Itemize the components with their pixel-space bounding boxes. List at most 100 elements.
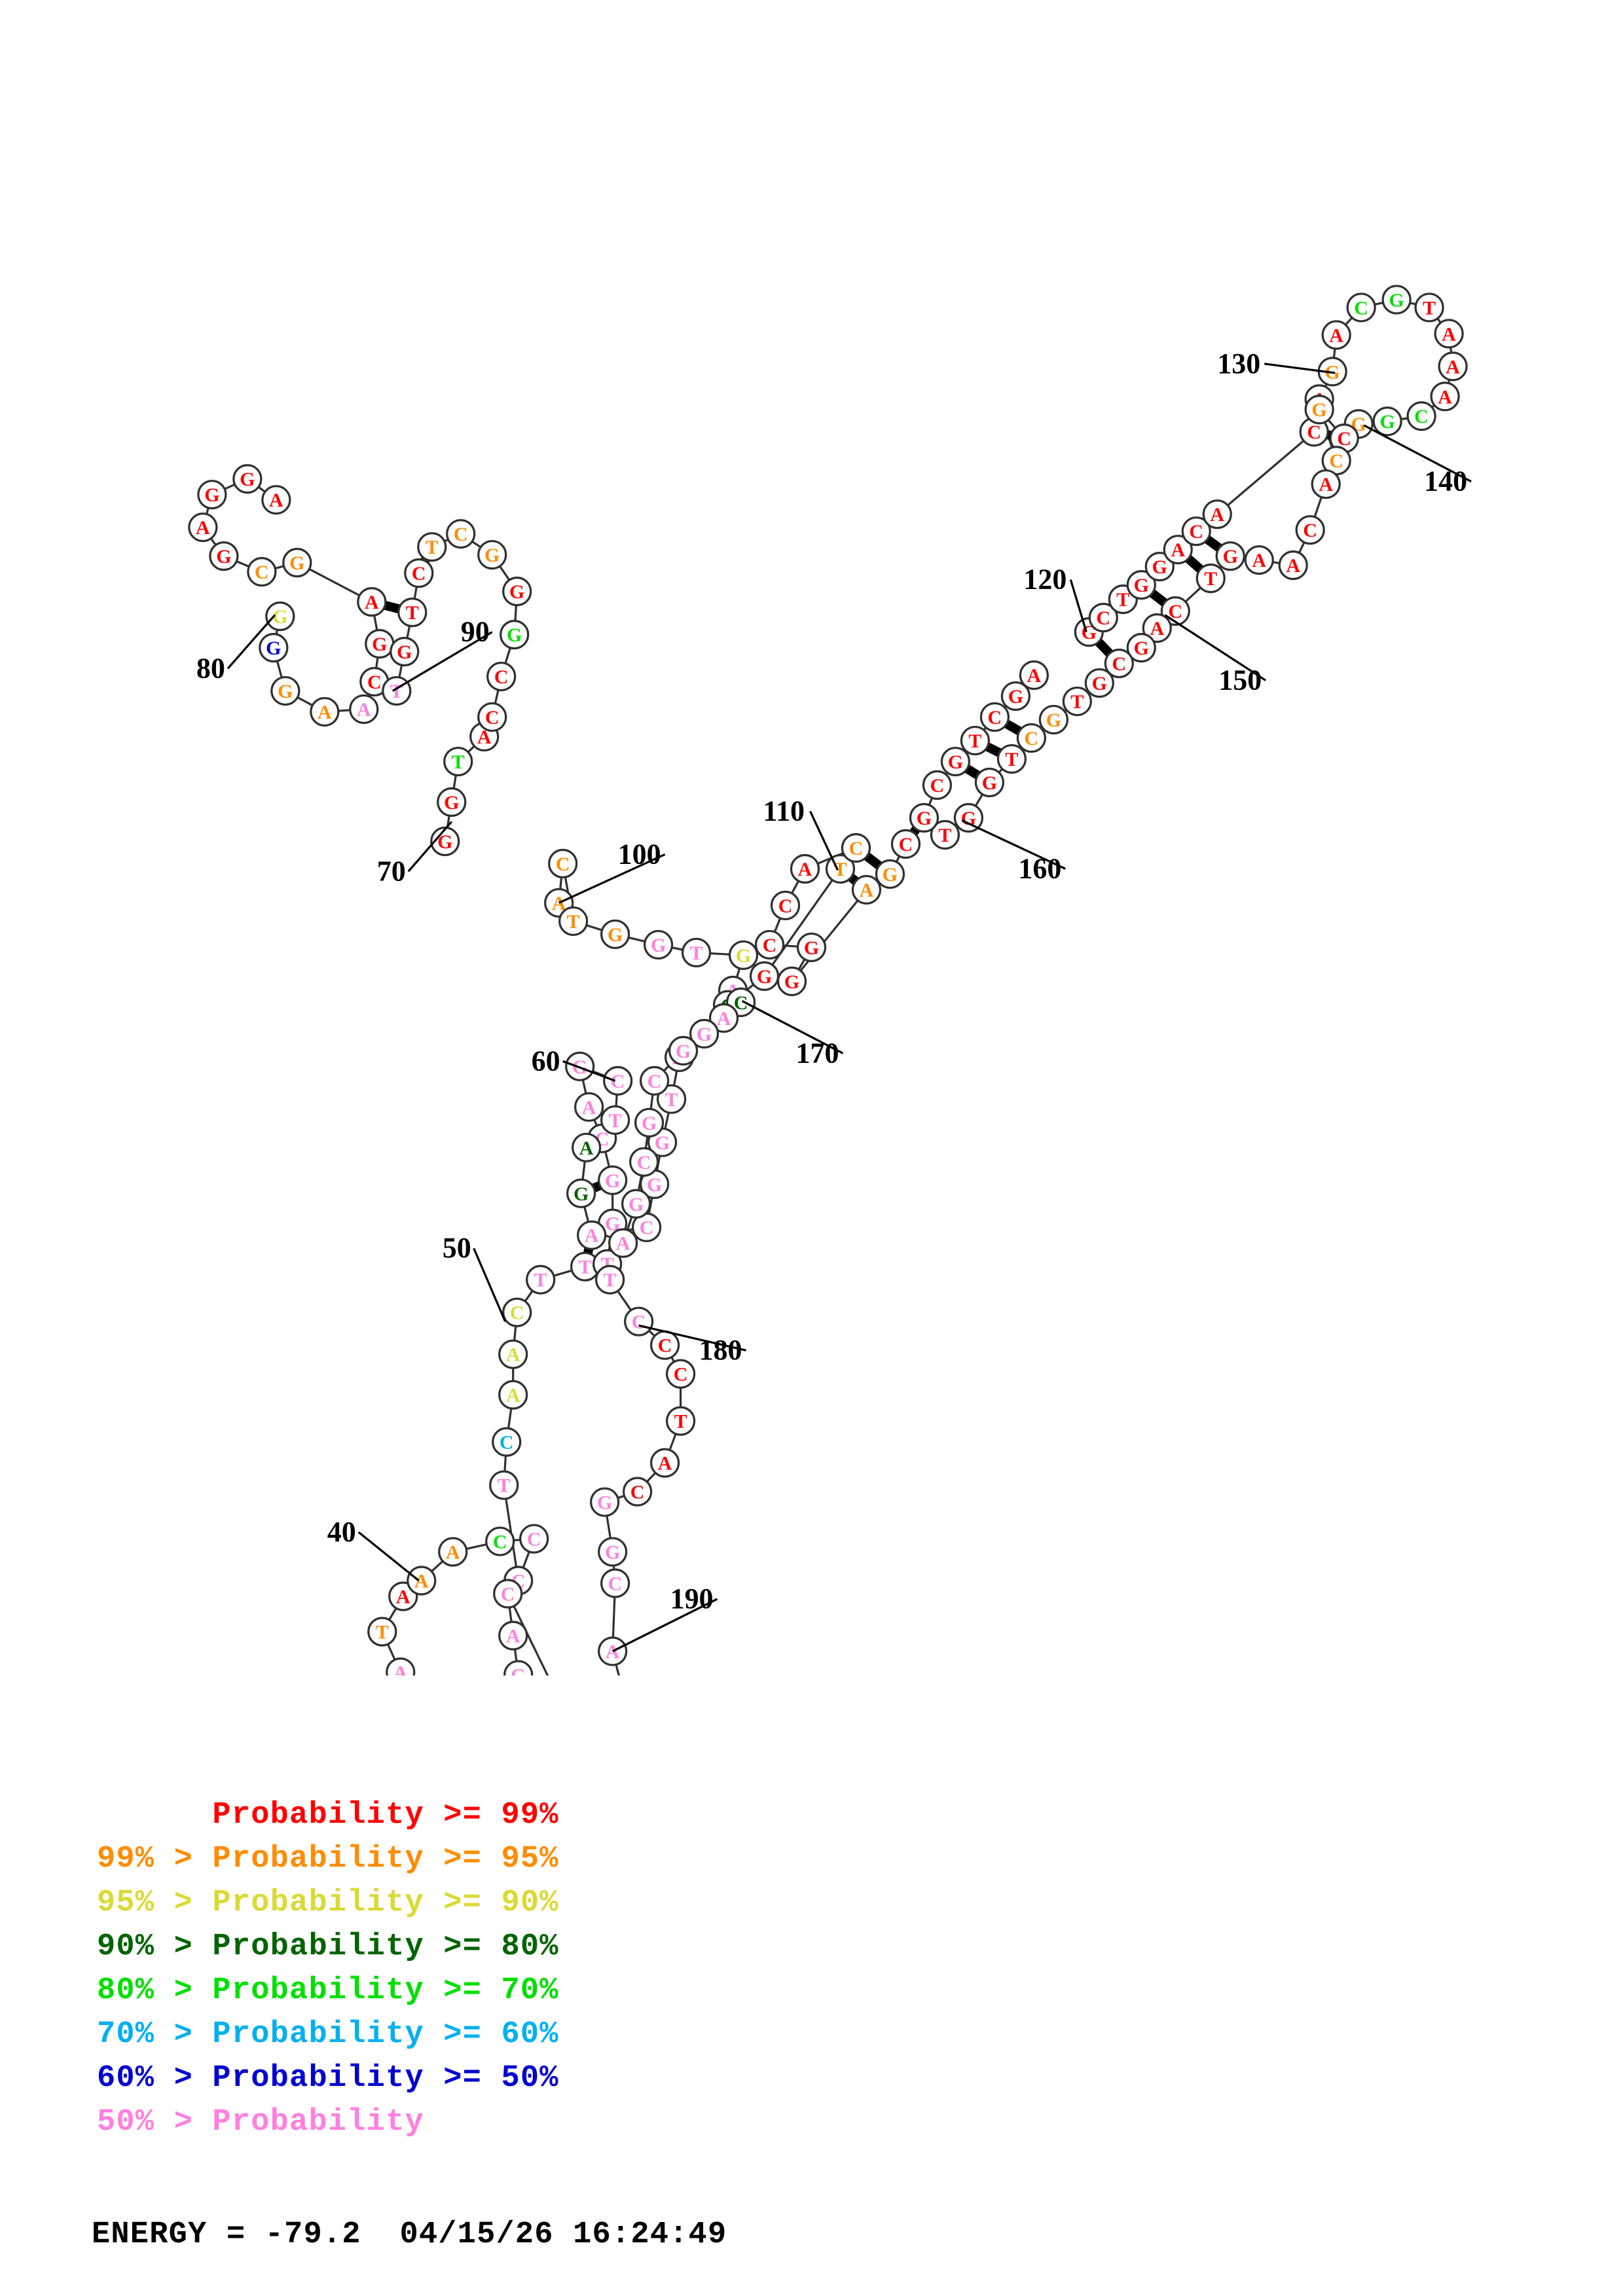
nucleotide-circle [446, 519, 476, 549]
nucleotide-circle [1195, 564, 1226, 594]
nucleotide-circle [1016, 723, 1046, 753]
nucleotide: T [1062, 686, 1092, 717]
nucleotide: C [1295, 515, 1325, 545]
nucleotide-circle [996, 744, 1027, 774]
nucleotide-circle [1244, 545, 1274, 575]
nucleotide: G [477, 540, 507, 570]
index-leader-line [407, 821, 452, 872]
nucleotide-circle [310, 696, 340, 727]
nucleotide-circle [397, 598, 428, 628]
nucleotide: G [502, 577, 532, 607]
nucleotide: C [665, 1359, 696, 1389]
nucleotide-circle [649, 1330, 680, 1360]
nucleotide-circle [649, 1448, 680, 1478]
nucleotide: G [437, 787, 467, 817]
nucleotide-circle [259, 633, 289, 663]
nucleotide: A [649, 1448, 680, 1478]
legend-row-p70: 80% > Probability >= 70% [97, 1973, 559, 2008]
nucleotide-circle [689, 1018, 720, 1049]
nucleotide: G [565, 1051, 595, 1081]
nucleotide: G [776, 966, 807, 996]
nucleotide-circle [600, 1568, 630, 1598]
nucleotide: G [940, 746, 971, 777]
index-leader-line [638, 1324, 746, 1352]
nucleotide: A [1311, 469, 1341, 499]
nucleotide-circle [407, 1566, 437, 1596]
nucleotide: G [598, 1537, 628, 1567]
nucleotide: A [608, 1228, 638, 1258]
nucleotide: T [489, 1470, 519, 1500]
nucleotide-circle [565, 1051, 595, 1081]
index-label: 80 [196, 653, 225, 685]
nucleotide-circle [282, 548, 312, 578]
nucleotide: C [979, 702, 1010, 732]
nucleotide-circle [681, 937, 712, 968]
nucleotide-circle [595, 1265, 625, 1295]
backbone-link [507, 1593, 549, 1676]
nucleotide-circle [498, 1380, 528, 1410]
nucleotide: T [443, 746, 473, 777]
index-leader-line [473, 1247, 507, 1322]
rna-structure-panel: TTGCTTGTTCTTGAGACGAACTCTTATGACGTAGTCAGAT… [188, 285, 1472, 1676]
nucleotide: T [397, 598, 428, 628]
nucleotide: C [247, 557, 277, 587]
nucleotide-circle [382, 675, 412, 706]
nucleotide: C [649, 1330, 680, 1360]
nucleotide-circle [548, 848, 578, 879]
index-leader-line [392, 631, 493, 692]
nucleotide: A [577, 1220, 607, 1250]
nucleotide-circle [404, 558, 434, 588]
nucleotide-circle [1019, 660, 1049, 691]
nucleotide-circle [598, 1537, 628, 1567]
nucleotide: G [500, 620, 530, 650]
nucleotide: C [603, 1066, 633, 1096]
nucleotide: G [668, 1035, 699, 1066]
nucleotide: A [498, 1621, 528, 1651]
index-label: 40 [327, 1516, 356, 1548]
nucleotide: A [851, 874, 882, 905]
nucleotide-circle [629, 1147, 659, 1177]
index-leader-line [357, 1531, 420, 1582]
index-label: 120 [1023, 564, 1067, 596]
index-label: 170 [796, 1037, 839, 1069]
nucleotide-circle [498, 1621, 528, 1651]
nucleotide: G [209, 541, 239, 571]
nucleotide: G [728, 940, 759, 971]
nucleotide-circle [1126, 570, 1156, 600]
nucleotide-circle [477, 702, 507, 732]
nucleotide: G [1038, 704, 1068, 735]
nucleotide-circle [603, 1066, 633, 1096]
nucleotide-circle [1142, 613, 1172, 643]
nucleotide: G [1215, 541, 1245, 571]
nucleotide-circle [624, 1306, 654, 1336]
nucleotide-circle [574, 1092, 604, 1122]
nucleotide: A [572, 1132, 602, 1162]
nucleotide-circle [1144, 552, 1175, 582]
nucleotide-circle [796, 932, 827, 963]
legend-row-p50: 60% > Probability >= 50% [97, 2061, 559, 2096]
nucleotide: G [974, 767, 1004, 798]
nucleotide-circle [1181, 516, 1211, 547]
nucleotide: G [634, 1107, 665, 1138]
nucleotide-circle [1438, 351, 1468, 382]
nucleotide: G [1381, 285, 1412, 315]
nucleotide: C [486, 661, 517, 692]
nucleotide: C [629, 1147, 659, 1177]
nucleotide: C [623, 1477, 653, 1507]
backbone-link [763, 868, 841, 977]
nucleotide-circle [498, 1339, 528, 1369]
nucleotide-circle [572, 1132, 602, 1162]
nucleotide: G [197, 480, 227, 510]
nucleotide-circle [1104, 649, 1134, 679]
nucleotide-circle [851, 874, 882, 905]
nucleotide-circle [1202, 499, 1232, 529]
nucleotide: C [502, 1297, 532, 1327]
index-leader-line [558, 853, 666, 904]
nucleotide-circle [909, 802, 939, 833]
nucleotide-circle [486, 661, 517, 692]
nucleotide: A [438, 1537, 468, 1567]
nucleotide-circle [247, 557, 277, 587]
nucleotide: G [282, 548, 312, 578]
legend-row-p90: 95% > Probability >= 90% [97, 1886, 559, 1920]
nucleotide-circle [953, 802, 983, 833]
